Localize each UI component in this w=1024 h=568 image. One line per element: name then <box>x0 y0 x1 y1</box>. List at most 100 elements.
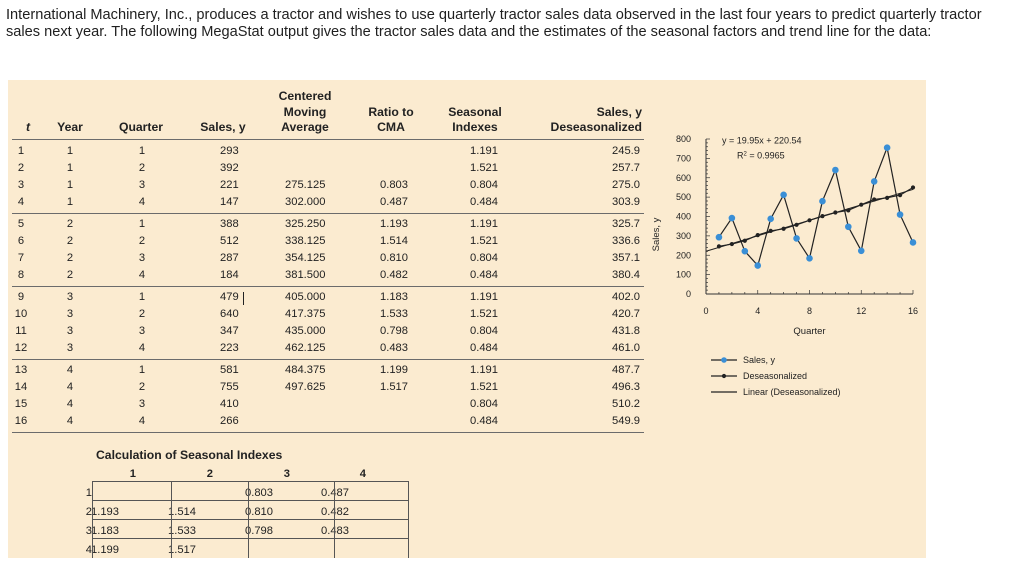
calc-row-label: 1 <box>85 487 92 499</box>
cell-quarter: 2 <box>138 381 146 393</box>
cell-year: 1 <box>66 196 74 208</box>
sales-point <box>857 247 865 255</box>
calc-cell: 0.810 <box>245 506 273 518</box>
cell-ratio: 0.483 <box>380 342 408 354</box>
cell-deseason: 487.7 <box>612 364 640 376</box>
cell-deseason: 380.4 <box>612 269 640 281</box>
sales-point <box>819 197 826 205</box>
cell-quarter: 1 <box>138 291 146 303</box>
header-ratio-line2: CMA <box>377 120 405 134</box>
cell-seasonal: 0.804 <box>470 398 498 410</box>
cell-seasonal: 1.521 <box>470 381 498 393</box>
deseasonalized-point <box>833 210 838 215</box>
header-year: Year <box>57 120 83 134</box>
cell-t: 5 <box>17 218 25 230</box>
cell-quarter: 1 <box>138 145 146 157</box>
y-tick-label: 800 <box>676 134 691 144</box>
header-t: t <box>25 120 31 134</box>
cell-year: 3 <box>66 308 74 320</box>
cell-ratio: 1.517 <box>380 381 408 393</box>
deseasonalized-point <box>729 241 734 247</box>
deseasonalized-point <box>794 222 799 227</box>
megastat-output-panel: t Year Quarter Sales, y Centered Moving Averag… <box>8 80 926 558</box>
r2-prefix: R <box>737 150 744 160</box>
cell-sales: 640 <box>220 308 239 320</box>
calc-header-rule <box>92 481 408 482</box>
cell-quarter: 3 <box>138 179 146 191</box>
cell-t: 6 <box>17 235 25 247</box>
problem-statement: International Machinery, Inc., produces … <box>6 7 982 40</box>
legend-label: Linear (Deseasonalized) <box>743 387 841 397</box>
cell-seasonal: 0.484 <box>470 415 498 427</box>
deseasonalized-point <box>885 195 890 200</box>
year-group-rule <box>12 359 644 360</box>
cell-ratio: 0.803 <box>380 179 408 191</box>
cell-quarter: 4 <box>138 415 146 427</box>
cell-seasonal: 0.804 <box>470 252 498 264</box>
cell-year: 2 <box>66 269 74 281</box>
sales-point <box>780 191 787 199</box>
deseasonalized-point <box>742 238 747 243</box>
cell-seasonal: 1.191 <box>470 218 498 230</box>
x-axis-label: Quarter <box>793 326 825 337</box>
y-tick-label: 0 <box>686 289 691 299</box>
cell-ratio: 0.487 <box>380 196 408 208</box>
cell-cma: 338.125 <box>285 235 326 247</box>
cell-seasonal: 1.521 <box>470 308 498 320</box>
cell-t: 13 <box>14 364 28 376</box>
y-tick-label: 400 <box>676 212 691 222</box>
cell-cma: 381.500 <box>285 269 326 281</box>
calc-cell: 1.193 <box>91 506 119 518</box>
cell-deseason: 461.0 <box>612 342 640 354</box>
cell-t: 11 <box>15 325 27 337</box>
deseasonalized-point <box>910 185 916 190</box>
calc-cell: 0.487 <box>321 487 349 499</box>
deseasonalized-point <box>716 244 722 249</box>
deseasonalized-point <box>755 233 760 238</box>
cell-cma: 497.625 <box>285 381 326 393</box>
deseasonalized-point <box>781 226 786 231</box>
cell-seasonal: 0.804 <box>470 179 498 191</box>
r2-value: = 0.9965 <box>747 150 785 160</box>
r-squared-label: R2 = 0.9965 <box>737 150 785 160</box>
header-cma-line3: Average <box>281 120 329 134</box>
cell-year: 4 <box>66 415 74 427</box>
cell-deseason: 431.8 <box>612 325 640 337</box>
cell-ratio: 1.183 <box>380 291 408 303</box>
calc-grid-hline <box>92 500 408 501</box>
cell-cma: 325.250 <box>285 218 326 230</box>
sales-point <box>845 223 852 231</box>
cell-year: 4 <box>66 398 74 410</box>
cell-seasonal: 1.521 <box>470 235 498 247</box>
cell-t: 4 <box>17 196 25 208</box>
header-sales: Sales, y <box>200 120 246 134</box>
tractor-sales-chart: 0 100 200 300 400 500 600 700 800 0 4 8 12 16 Quarter S… <box>651 134 918 397</box>
trend-equation: y = 19.95x + 220.54 <box>722 136 802 146</box>
sales-point <box>793 235 800 242</box>
calc-cell: 1.199 <box>91 544 119 556</box>
cell-t: 2 <box>17 162 25 174</box>
header-quarter: Quarter <box>118 120 164 134</box>
y-tick-label: 600 <box>676 173 691 183</box>
cell-sales: 479 <box>220 291 239 303</box>
cell-quarter: 3 <box>138 325 146 337</box>
cell-sales: 223 <box>220 342 239 354</box>
calc-cell: 1.183 <box>91 525 119 537</box>
calc-cell: 0.482 <box>321 506 349 518</box>
cell-deseason: 402.0 <box>612 291 640 303</box>
x-tick-label: 12 <box>856 306 866 316</box>
y-tick-label: 200 <box>676 250 691 260</box>
cell-seasonal: 1.521 <box>470 162 498 174</box>
x-tick-label: 4 <box>755 306 760 316</box>
sales-point <box>728 214 736 222</box>
sales-point <box>832 166 839 174</box>
calc-col-header: 1 <box>129 468 136 480</box>
cell-t: 12 <box>14 342 28 354</box>
cell-ratio: 1.199 <box>380 364 408 376</box>
calc-cell: 1.517 <box>168 544 196 556</box>
sales-point <box>715 233 723 241</box>
cell-t: 14 <box>14 381 28 393</box>
y-axis-label: Sales, y <box>651 217 662 251</box>
calc-cell: 0.803 <box>245 487 273 499</box>
cell-year: 3 <box>66 291 74 303</box>
